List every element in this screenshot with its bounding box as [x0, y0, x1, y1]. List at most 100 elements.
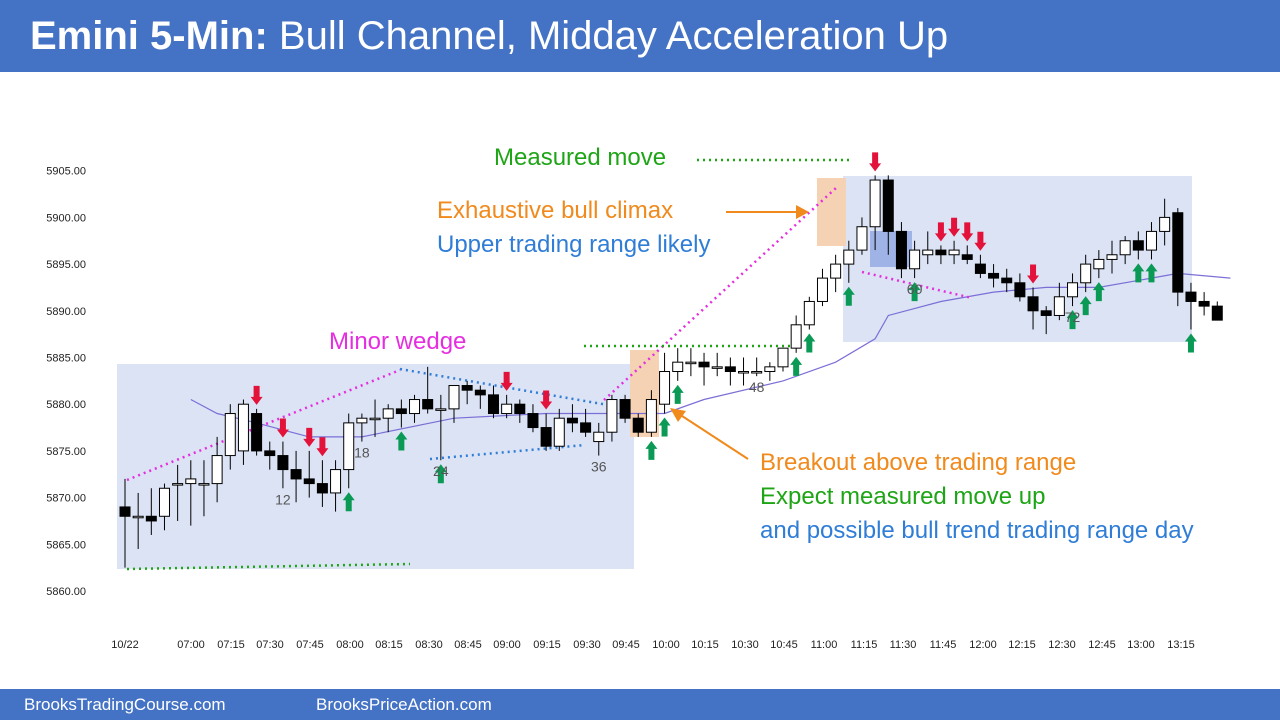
candle-body [356, 417, 368, 424]
x-tick-label: 10:15 [691, 639, 719, 651]
candle-body [461, 385, 473, 391]
footer-link-price-action[interactable]: BrooksPriceAction.com [316, 695, 492, 714]
candle [290, 450, 302, 503]
candle [540, 413, 552, 451]
candle-body [659, 371, 671, 405]
measured-move-label: Measured move [494, 144, 667, 171]
y-tick-label: 5905.00 [46, 166, 86, 178]
candle [1172, 208, 1184, 307]
x-tick-label: 07:00 [177, 639, 205, 651]
candle [606, 394, 618, 442]
bar-count-label: 48 [749, 379, 765, 395]
candle-body [553, 417, 565, 447]
possible-label: and possible bull trend trading range da… [760, 517, 1194, 544]
bull-signal-arrow [1092, 282, 1105, 302]
bull-signal-arrow [434, 464, 447, 484]
candle-body [909, 249, 921, 270]
candle-body [487, 394, 499, 415]
candle [566, 404, 578, 433]
candle-body [448, 385, 460, 410]
x-tick-label: 10:45 [770, 639, 798, 651]
candle-body [593, 431, 605, 443]
candle [158, 483, 170, 531]
candle-body [382, 408, 394, 419]
bar-count-label: 18 [354, 445, 370, 461]
x-tick-label: 08:45 [454, 639, 482, 651]
candle-body [185, 478, 197, 485]
x-tick-label: 11:00 [811, 639, 838, 651]
candle [935, 245, 947, 265]
candle [909, 240, 921, 279]
bear-signal-arrow [250, 385, 263, 405]
y-tick-label: 5870.00 [46, 493, 86, 505]
candle-body [988, 272, 1000, 279]
candle [685, 348, 697, 377]
triangle-top-line [399, 367, 609, 407]
candle [211, 436, 223, 503]
candle [1106, 240, 1118, 274]
candle [277, 441, 289, 489]
candle-body [1159, 216, 1171, 232]
candle [724, 357, 736, 386]
bull-signal-arrow [342, 492, 355, 512]
candle-body [1027, 296, 1039, 312]
x-tick-label: 13:00 [1127, 639, 1155, 651]
candle [948, 240, 960, 265]
candle [632, 413, 644, 437]
candle-body [501, 403, 513, 415]
candle [514, 399, 526, 423]
y-tick-label: 5900.00 [46, 212, 86, 224]
candle-body [237, 403, 249, 452]
candle-body [935, 249, 947, 256]
candle [1211, 301, 1223, 321]
footer-bar: BrooksTradingCourse.com BrooksPriceActio… [0, 689, 1280, 720]
candle-body [1211, 305, 1223, 321]
x-tick-label: 09:15 [533, 639, 561, 651]
candle [619, 394, 631, 423]
x-tick-label: 11:30 [890, 639, 917, 651]
bear-signal-arrow [276, 418, 289, 438]
candle-body [685, 361, 697, 365]
bull-signal-arrow [1066, 310, 1079, 330]
candle [474, 385, 486, 409]
candle-body [1119, 240, 1131, 256]
title-bar: Emini 5-Min: Bull Channel, Midday Accele… [0, 0, 1280, 72]
title-text: Bull Channel, Midday Acceleration Up [267, 14, 949, 58]
x-tick-label: 09:30 [573, 639, 601, 651]
candle [1053, 282, 1065, 321]
candle [356, 413, 368, 442]
candle-body [422, 399, 434, 410]
candle-body [974, 263, 986, 274]
candle-body [645, 399, 657, 433]
candle-body [435, 408, 447, 411]
candle-body [198, 483, 210, 486]
candle-body [119, 506, 131, 517]
candle [882, 175, 894, 255]
candle-body [856, 226, 868, 251]
x-tick-label: 10:00 [652, 639, 680, 651]
x-tick-label: 09:00 [493, 639, 521, 651]
candle-body [369, 417, 381, 421]
candle-body [316, 483, 328, 494]
candle-body [1145, 230, 1157, 251]
breakout-arrow-head [670, 408, 686, 422]
candle-body [1014, 282, 1026, 298]
minor-wedge-label: Minor wedge [329, 328, 467, 355]
footer-link-trading-course[interactable]: BrooksTradingCourse.com [24, 695, 226, 714]
y-tick-label: 5895.00 [46, 259, 86, 271]
candle [527, 404, 539, 433]
triangle-bottom-line [429, 443, 586, 461]
candle-body [1172, 212, 1184, 293]
bull-signal-arrow [645, 440, 658, 460]
x-tick-label: 08:30 [415, 639, 443, 651]
candle [672, 348, 684, 381]
candle-body [922, 249, 934, 256]
candle-body [277, 455, 289, 471]
range-low-line [126, 562, 411, 571]
candle [1014, 273, 1026, 302]
candle [751, 357, 763, 377]
bull-signal-arrow [1184, 333, 1197, 353]
candle [593, 422, 605, 456]
candle [501, 394, 513, 419]
climax-highlight [817, 178, 846, 246]
